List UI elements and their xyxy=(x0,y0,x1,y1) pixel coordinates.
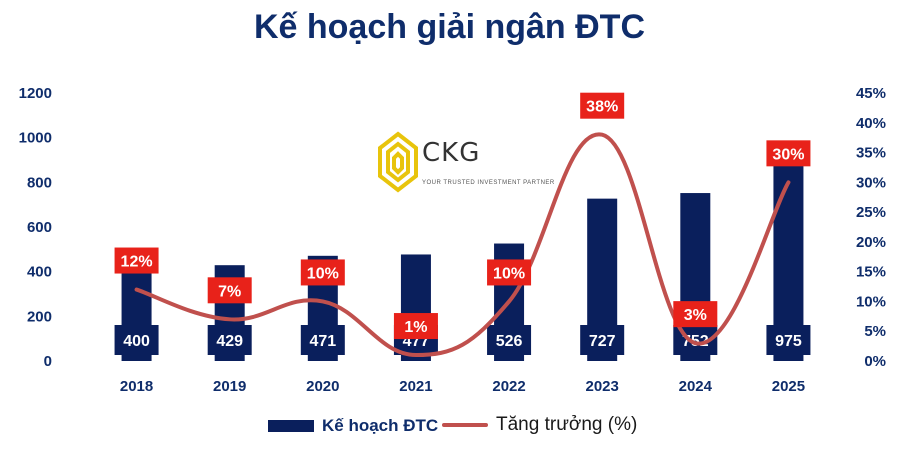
x-axis: 2018 2019 2020 2021 2022 2023 2024 2025 xyxy=(120,378,805,395)
growth-value-label: 30% xyxy=(772,146,804,163)
legend: Kế hoạch ĐTC Tăng trưởng (%) xyxy=(0,414,899,440)
ckg-logo: CKG YOUR TRUSTED INVESTMENT PARTNER xyxy=(376,130,554,198)
bar-label-box xyxy=(207,325,252,355)
growth-label-box xyxy=(114,247,159,274)
x-tick-label: 2025 xyxy=(772,378,805,395)
x-tick-label: 2020 xyxy=(306,378,339,395)
right-tick-label: 25% xyxy=(856,204,886,221)
left-tick-label: 200 xyxy=(27,308,52,325)
growth-label-box xyxy=(487,259,532,286)
x-tick-label: 2021 xyxy=(399,378,432,395)
bar-label-box xyxy=(300,325,345,355)
legend-bar-swatch xyxy=(268,420,314,432)
growth-labels: 12% 7% 10% 1% 10% 38% 3% 30% xyxy=(114,92,811,340)
ckg-logo-icon xyxy=(378,131,418,193)
x-tick-label: 2019 xyxy=(213,378,246,395)
growth-label-box xyxy=(580,92,625,119)
bar-label-box xyxy=(766,325,811,355)
x-tick-label: 2023 xyxy=(586,378,619,395)
legend-line-label: Tăng trưởng (%) xyxy=(496,414,638,435)
growth-label-box xyxy=(300,259,345,286)
bar-value-label: 471 xyxy=(309,333,336,350)
bar-value-label: 727 xyxy=(589,333,616,350)
bar-series: 400 429 471 477 526 727 752 975 xyxy=(114,143,811,361)
x-tick-label: 2018 xyxy=(120,378,153,395)
bar-2025 xyxy=(773,143,804,361)
right-tick-label: 15% xyxy=(856,264,886,281)
growth-value-label: 7% xyxy=(218,283,241,300)
left-tick-label: 1000 xyxy=(19,130,52,147)
growth-value-label: 10% xyxy=(307,265,339,282)
right-tick-label: 5% xyxy=(864,323,886,340)
legend-item-bar: Kế hoạch ĐTC xyxy=(268,416,438,436)
legend-item-line: Tăng trưởng (%) xyxy=(442,414,637,436)
left-tick-label: 800 xyxy=(27,174,52,191)
legend-bar-label: Kế hoạch ĐTC xyxy=(322,416,439,435)
left-tick-label: 1200 xyxy=(19,85,52,102)
bar-value-label: 400 xyxy=(123,333,150,350)
right-tick-label: 10% xyxy=(856,293,886,310)
chart-title: Kế hoạch giải ngân ĐTC xyxy=(253,8,646,46)
line-series xyxy=(134,132,791,358)
x-tick-label: 2022 xyxy=(492,378,525,395)
right-tick-label: 45% xyxy=(856,85,886,102)
left-tick-label: 400 xyxy=(27,264,52,281)
left-y-axis: 0 200 400 600 800 1000 1200 xyxy=(19,85,52,370)
right-y-axis: 0% 5% 10% 15% 20% 25% 30% 35% 40% 45% xyxy=(856,85,886,370)
bar-label-box xyxy=(580,325,625,355)
bar-label-box xyxy=(487,325,532,355)
left-tick-label: 600 xyxy=(27,219,52,236)
right-tick-label: 30% xyxy=(856,174,886,191)
growth-label-box xyxy=(207,277,252,304)
x-tick-label: 2024 xyxy=(679,378,713,395)
legend-line-swatch xyxy=(442,423,488,427)
growth-value-label: 38% xyxy=(586,99,618,116)
right-tick-label: 0% xyxy=(864,353,886,370)
growth-label-box xyxy=(766,140,811,167)
logo-wordmark: CKG xyxy=(422,138,481,168)
growth-label-box xyxy=(673,301,718,328)
growth-value-label: 12% xyxy=(121,254,153,271)
bar-value-label: 526 xyxy=(496,333,523,350)
logo-tagline: YOUR TRUSTED INVESTMENT PARTNER xyxy=(422,180,555,186)
right-tick-label: 35% xyxy=(856,145,886,162)
left-tick-label: 0 xyxy=(44,353,52,370)
growth-value-label: 10% xyxy=(493,265,525,282)
growth-value-label: 1% xyxy=(404,319,427,336)
right-tick-label: 20% xyxy=(856,234,886,251)
growth-value-label: 3% xyxy=(684,307,707,324)
bar-value-label: 429 xyxy=(216,333,243,350)
growth-label-box xyxy=(393,313,438,340)
right-tick-label: 40% xyxy=(856,115,886,132)
bar-value-label: 975 xyxy=(775,333,802,350)
growth-line xyxy=(134,132,791,358)
bar-label-box xyxy=(114,325,159,355)
